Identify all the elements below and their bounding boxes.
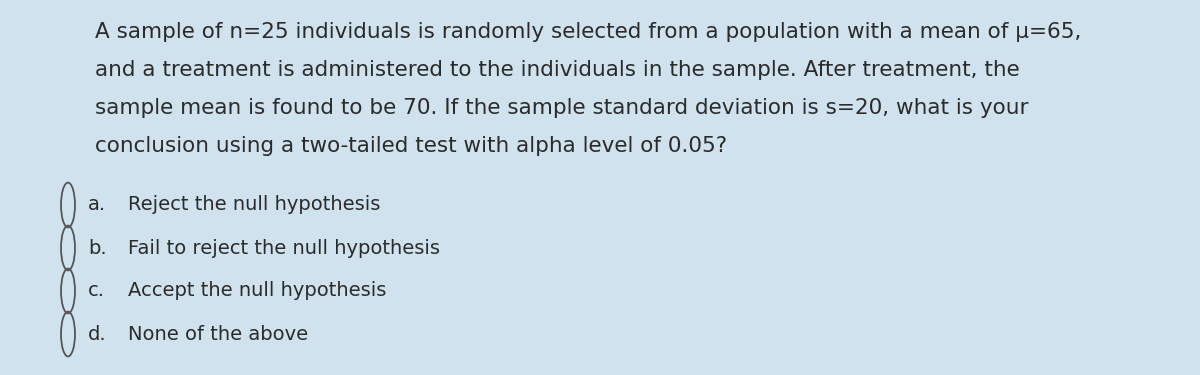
Text: Fail to reject the null hypothesis: Fail to reject the null hypothesis: [128, 238, 440, 258]
Text: Accept the null hypothesis: Accept the null hypothesis: [128, 282, 386, 300]
Text: d.: d.: [88, 324, 107, 344]
Text: Reject the null hypothesis: Reject the null hypothesis: [128, 195, 380, 214]
Text: a.: a.: [88, 195, 106, 214]
Text: c.: c.: [88, 282, 106, 300]
Text: None of the above: None of the above: [128, 324, 308, 344]
Text: A sample of n=25 individuals is randomly selected from a population with a mean : A sample of n=25 individuals is randomly…: [95, 22, 1081, 42]
Text: sample mean is found to be 70. If the sample standard deviation is s=20, what is: sample mean is found to be 70. If the sa…: [95, 98, 1028, 118]
Text: b.: b.: [88, 238, 107, 258]
Text: and a treatment is administered to the individuals in the sample. After treatmen: and a treatment is administered to the i…: [95, 60, 1020, 80]
Text: conclusion using a two-tailed test with alpha level of 0.05?: conclusion using a two-tailed test with …: [95, 136, 727, 156]
